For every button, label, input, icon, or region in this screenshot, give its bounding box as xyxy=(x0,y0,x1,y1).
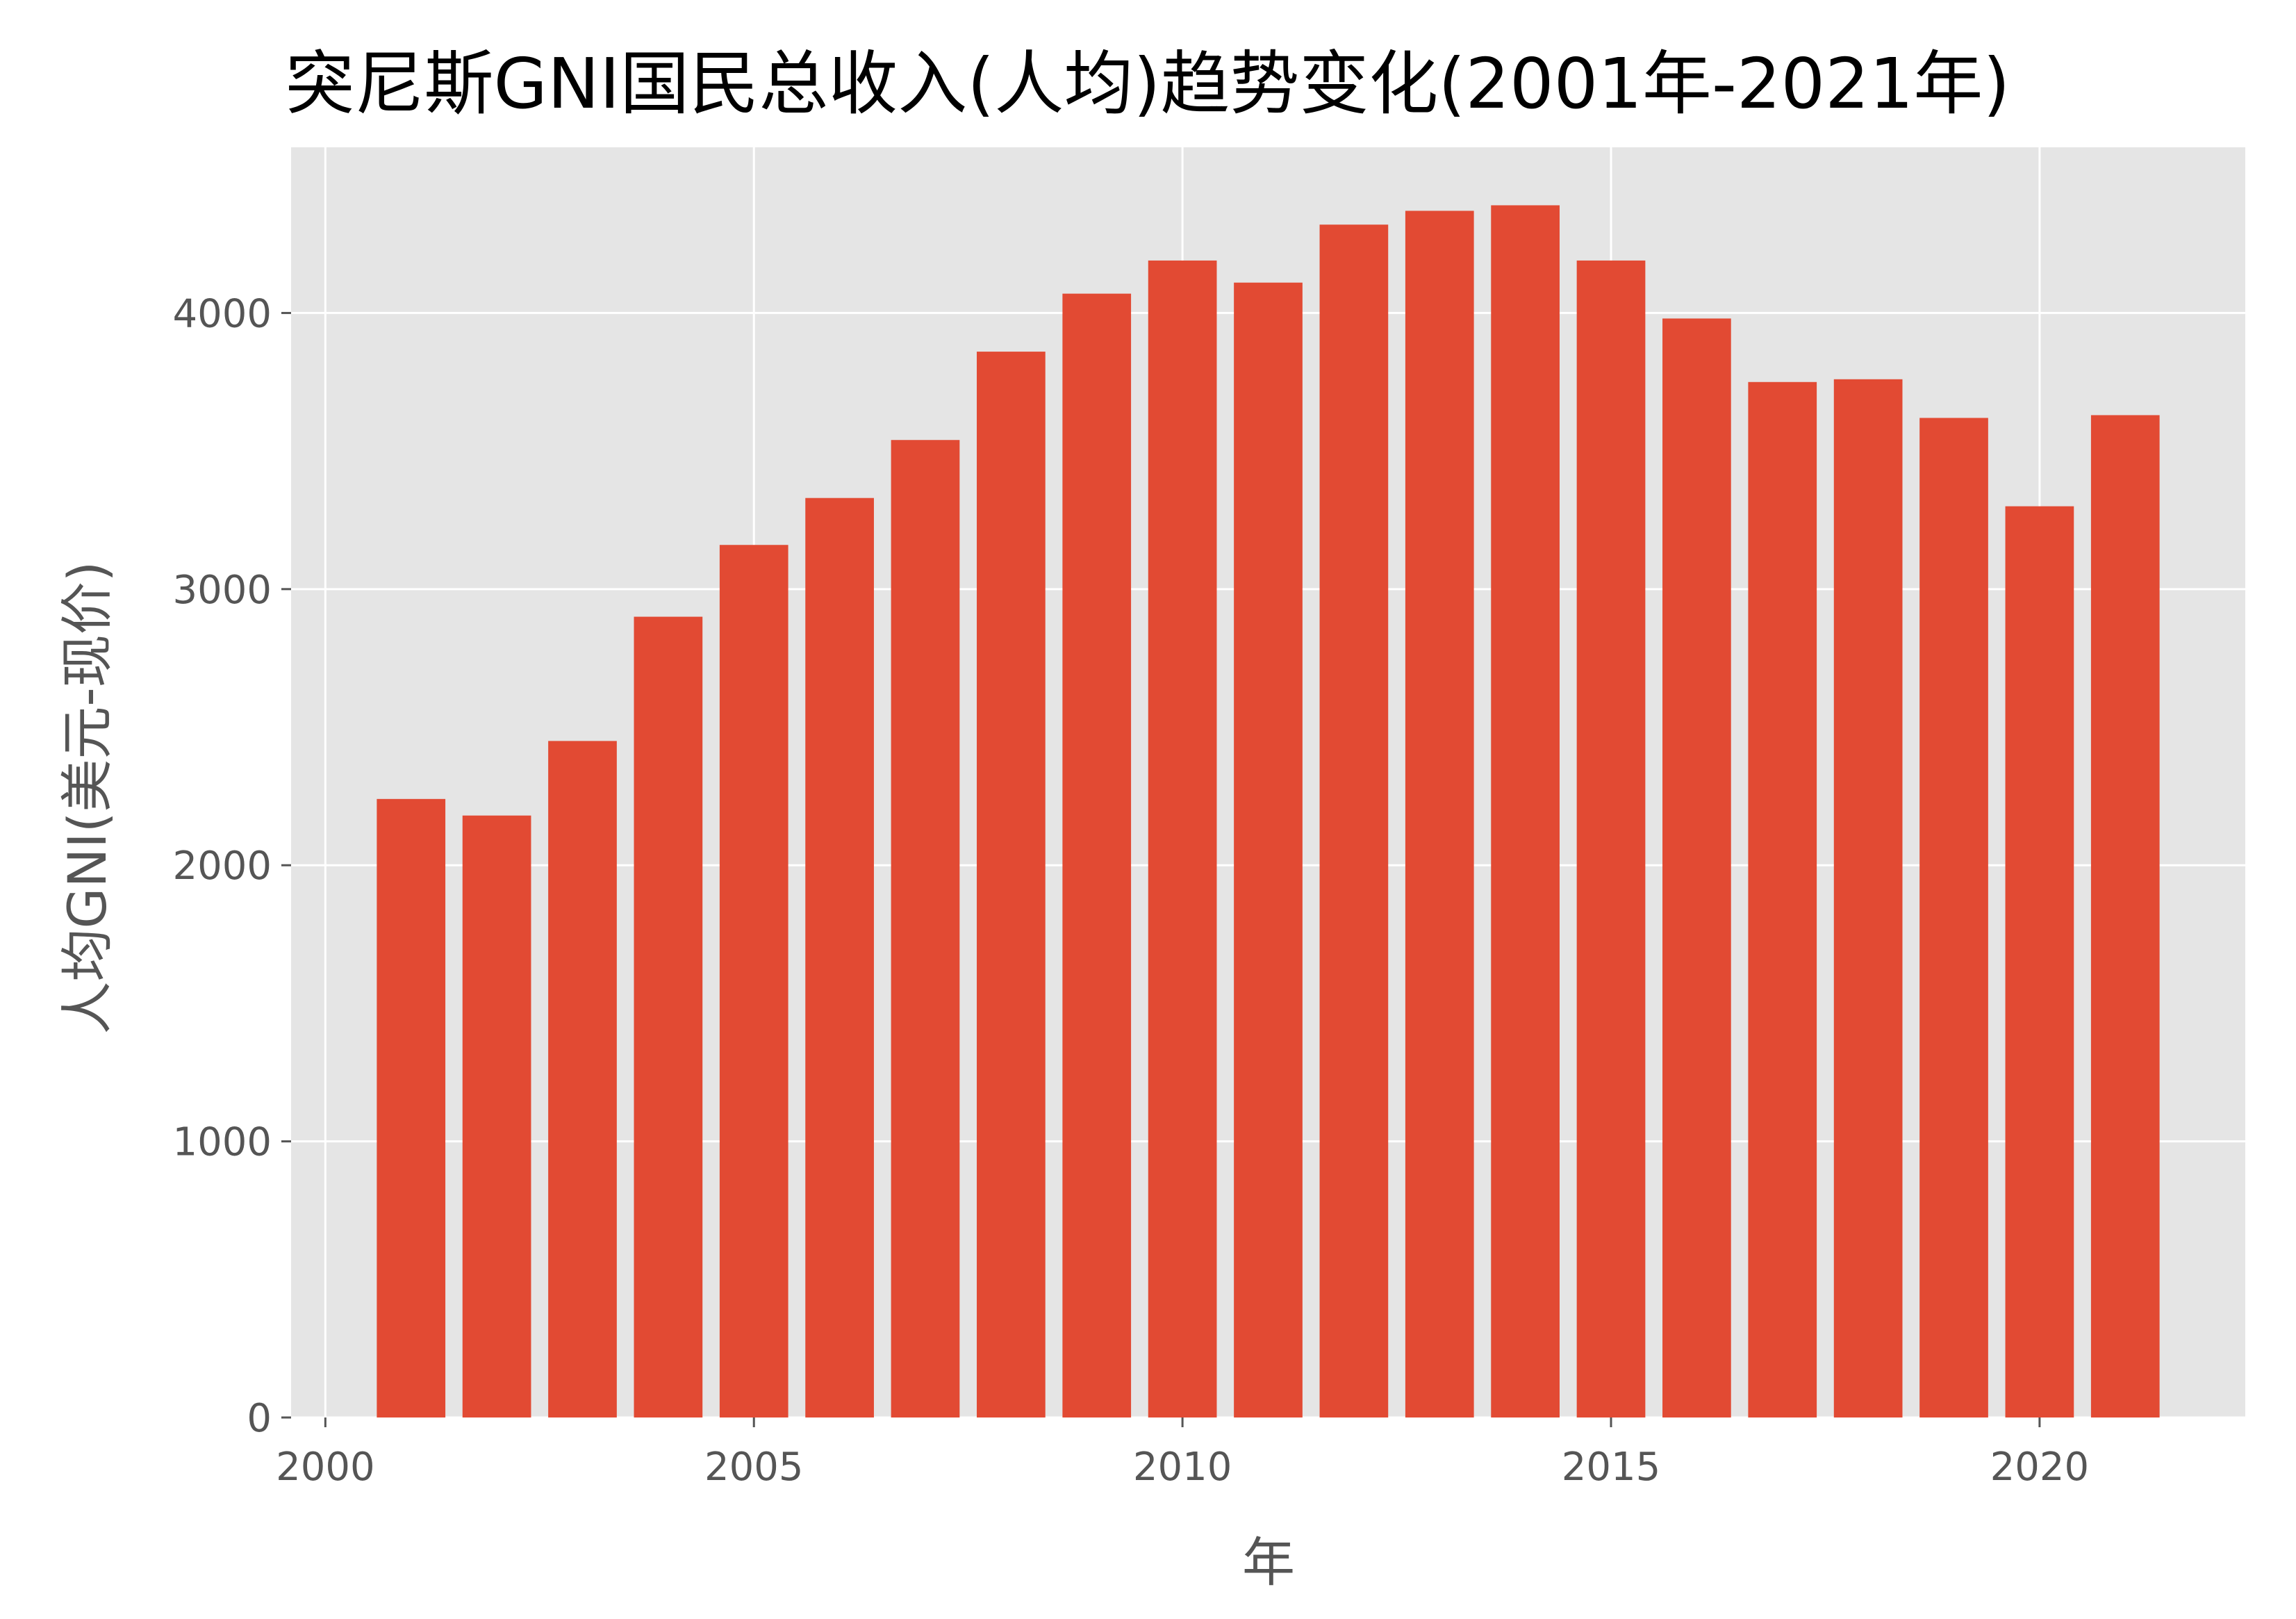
y-tick-label: 4000 xyxy=(172,291,272,336)
bar-2017 xyxy=(1748,381,1817,1417)
y-tick-label: 2000 xyxy=(172,844,272,889)
y-tick-label: 0 xyxy=(247,1396,272,1441)
bar-2009 xyxy=(1062,293,1132,1417)
bar-2013 xyxy=(1405,211,1474,1417)
y-axis-label: 人均GNI(美元-现价) xyxy=(56,561,118,1035)
x-tick-label: 2010 xyxy=(1133,1445,1232,1490)
bar-2005 xyxy=(719,545,788,1418)
bar-2018 xyxy=(1833,379,1903,1417)
bars xyxy=(377,205,2160,1418)
axis-ticks: 2000 2005 2010 2015 2020 0 1000 2000 3000 4000 xyxy=(172,291,2089,1490)
bar-2007 xyxy=(891,440,960,1417)
bar-2016 xyxy=(1662,318,1731,1418)
x-tick-label: 2020 xyxy=(1990,1445,2090,1490)
y-tick-label: 1000 xyxy=(172,1120,272,1165)
x-tick-label: 2000 xyxy=(276,1445,375,1490)
bar-2012 xyxy=(1319,224,1389,1418)
bar-2014 xyxy=(1491,205,1560,1418)
bar-2020 xyxy=(2005,506,2074,1418)
bar-2010 xyxy=(1148,260,1217,1417)
bar-2001 xyxy=(377,798,446,1417)
y-tick-label: 3000 xyxy=(172,568,272,613)
bar-2011 xyxy=(1234,282,1303,1418)
bar-2021 xyxy=(2090,415,2160,1418)
bar-2004 xyxy=(634,616,703,1418)
bar-2006 xyxy=(805,498,874,1417)
bar-2008 xyxy=(977,352,1046,1417)
bar-2002 xyxy=(462,815,531,1417)
x-axis-label: 年 xyxy=(1242,1531,1295,1593)
chart-title: 突尼斯GNI国民总收入(人均)趋势变化(2001年-2021年) xyxy=(286,43,2010,124)
x-tick-label: 2005 xyxy=(704,1445,804,1490)
x-tick-label: 2015 xyxy=(1562,1445,1661,1490)
bar-2019 xyxy=(1919,418,1988,1417)
bar-2015 xyxy=(1576,260,1646,1417)
bar-2003 xyxy=(548,741,617,1417)
